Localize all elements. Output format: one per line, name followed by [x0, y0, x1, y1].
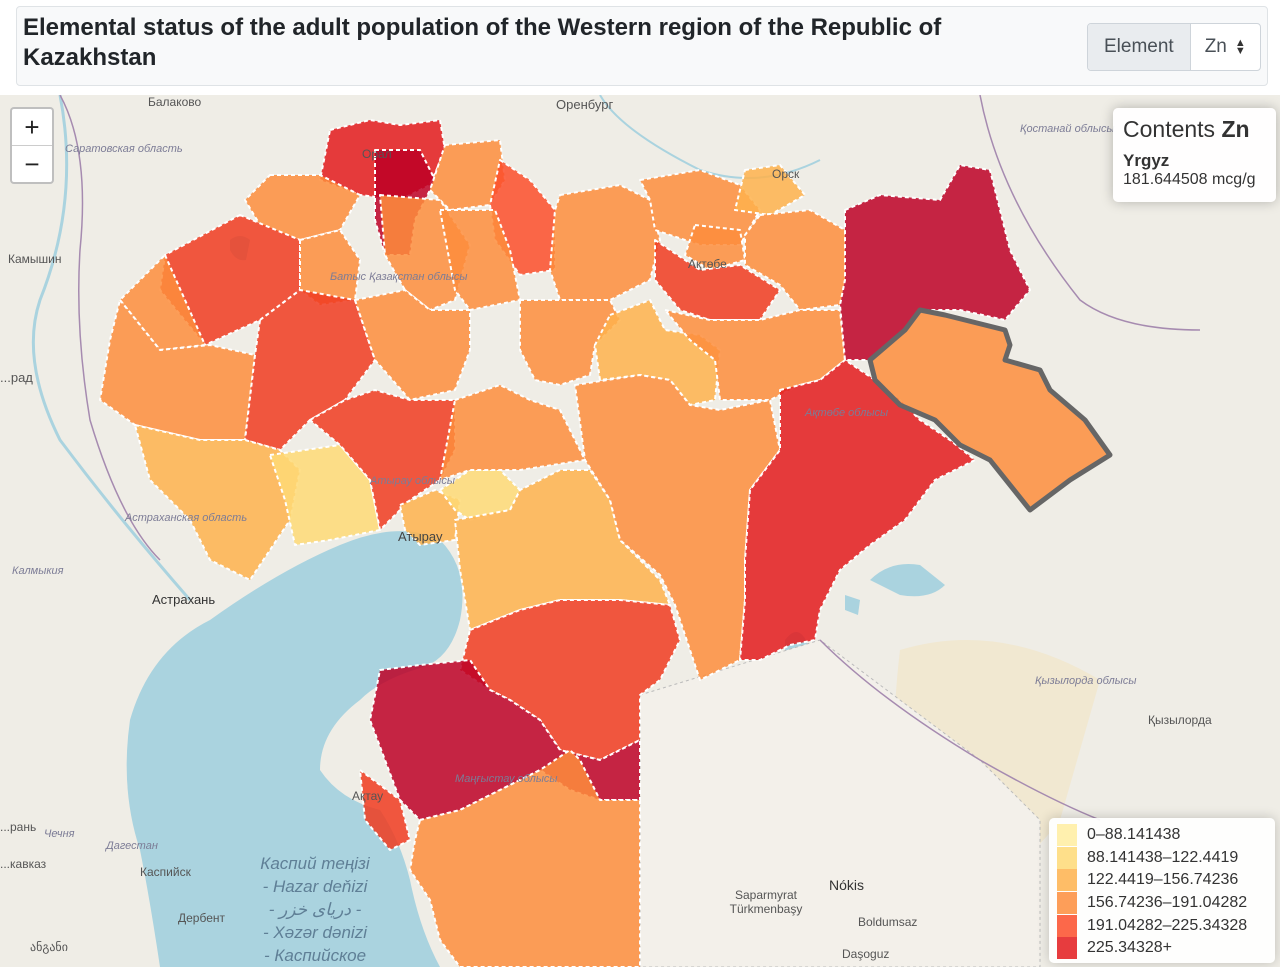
map-label: Ақтөбе [688, 257, 727, 271]
legend-label: 156.74236–191.04282 [1087, 894, 1248, 912]
map-container[interactable]: Балаково Оренбург Саратовская область Қо… [0, 95, 1280, 967]
info-region-value: 181.644508 mcg/g [1123, 171, 1256, 188]
legend-row: 0–88.141438 [1057, 824, 1267, 847]
map-label: Қызылорда [1148, 713, 1212, 727]
border-line [59, 95, 161, 561]
header-bar: Elemental status of the adult population… [16, 6, 1268, 86]
district-shape [594, 299, 721, 406]
legend-swatch [1057, 824, 1077, 847]
highlighted-region-yrgyz [867, 307, 1113, 513]
district-shape [684, 224, 746, 271]
legend: 0–88.141438 88.141438–122.4419 122.4419–… [1049, 818, 1275, 963]
caspian-sea [126, 531, 463, 967]
map-label: Дагестан [106, 840, 158, 852]
map-label: Каспийск [140, 865, 191, 879]
map-label: Чечня [44, 828, 75, 840]
legend-row: 225.34328+ [1057, 937, 1267, 960]
district-shape [519, 299, 621, 386]
map-label: Батыс Қазақстан облысы [330, 271, 468, 283]
map-label: Saparmyrat Türkmenbaşy [729, 888, 803, 916]
map-label: ანგანი [30, 940, 68, 954]
map-label: Дербент [178, 911, 226, 925]
element-select-value: Zn [1204, 36, 1227, 57]
map-label: ...рад [0, 370, 33, 385]
map-label: Атырау облысы [370, 475, 455, 487]
map-label: Ақтау [352, 789, 384, 803]
map-label: ...кавказ [0, 857, 47, 871]
legend-swatch [1057, 937, 1077, 960]
zoom-out-button[interactable]: − [12, 145, 52, 182]
legend-label: 191.04282–225.34328 [1087, 916, 1248, 934]
ustyurt-plateau [639, 639, 1041, 967]
legend-row: 88.141438–122.4419 [1057, 846, 1267, 870]
map-label: Камышин [8, 252, 62, 266]
map-label-caspian: Каспий теңізі - Hazar deňizi - دریای خزر… [260, 854, 370, 965]
page-title: Elemental status of the adult population… [23, 14, 942, 71]
map-label: Қостанай облысы [1020, 123, 1115, 135]
district-shape [354, 289, 471, 401]
element-selector-group: Element Zn ▲ ▼ [1087, 23, 1261, 71]
map-label: Daşoguz [842, 947, 890, 961]
map-label: Атырау [398, 529, 443, 544]
lake-1 [870, 564, 945, 597]
district-shape [454, 469, 671, 631]
map-label: Ақтөбе облысы [805, 407, 889, 419]
map-label: Nókis [829, 877, 865, 893]
district-shape [839, 164, 1031, 361]
zoom-in-button[interactable]: + [24, 112, 40, 142]
district-shape [744, 209, 846, 311]
district-shape [409, 749, 641, 967]
legend-row: 122.4419–156.74236 [1057, 869, 1267, 892]
district-shape [399, 489, 461, 546]
map-label: ...рань [0, 820, 37, 834]
map-label: Орск [772, 167, 800, 181]
lake-4 [845, 595, 860, 615]
border-line [979, 95, 1201, 331]
legend-label: 88.141438–122.4419 [1087, 848, 1239, 866]
map-label: Астрахань [152, 592, 216, 607]
map-label: Астраханская область [125, 512, 248, 524]
map-svg [0, 95, 1280, 967]
info-panel: Contents Zn Yrgyz 181.644508 mcg/g [1113, 108, 1276, 202]
district-shape [739, 359, 976, 661]
legend-row: 191.04282–225.34328 [1057, 914, 1267, 937]
element-select[interactable]: Zn ▲ ▼ [1191, 24, 1260, 70]
info-title-prefix: Contents [1123, 116, 1216, 142]
info-title-element: Zn [1221, 116, 1250, 142]
legend-swatch [1057, 914, 1077, 937]
district-shape [269, 444, 381, 546]
legend-label: 0–88.141438 [1087, 826, 1181, 844]
map-label: Орал [362, 147, 392, 161]
river-volga [31, 95, 192, 601]
info-region-name: Yrgyz [1123, 151, 1170, 170]
map-label: Boldumsaz [858, 915, 918, 929]
district-shape [549, 184, 661, 301]
legend-swatch [1057, 869, 1077, 892]
map-label: Маңғыстау облысы [455, 773, 558, 785]
district-shape [734, 164, 806, 216]
district-shape [429, 139, 506, 211]
info-title: Contents Zn [1123, 116, 1266, 143]
select-arrows-icon: ▲ ▼ [1234, 37, 1246, 57]
zoom-control: + − [10, 107, 54, 184]
map-label: Қызылорда облысы [1035, 675, 1137, 687]
map-label: Калмыкия [12, 565, 64, 577]
map-label: Саратовская область [65, 143, 183, 155]
element-label: Element [1088, 24, 1191, 70]
legend-label: 122.4419–156.74236 [1087, 871, 1239, 889]
legend-label: 225.34328+ [1087, 939, 1172, 957]
border-line [819, 639, 1101, 821]
legend-row: 156.74236–191.04282 [1057, 892, 1267, 915]
map-label: Оренбург [556, 97, 614, 112]
legend-swatch [1057, 846, 1077, 869]
legend-swatch [1057, 892, 1077, 915]
map-label: Балаково [148, 95, 202, 109]
district-shape [359, 769, 411, 851]
